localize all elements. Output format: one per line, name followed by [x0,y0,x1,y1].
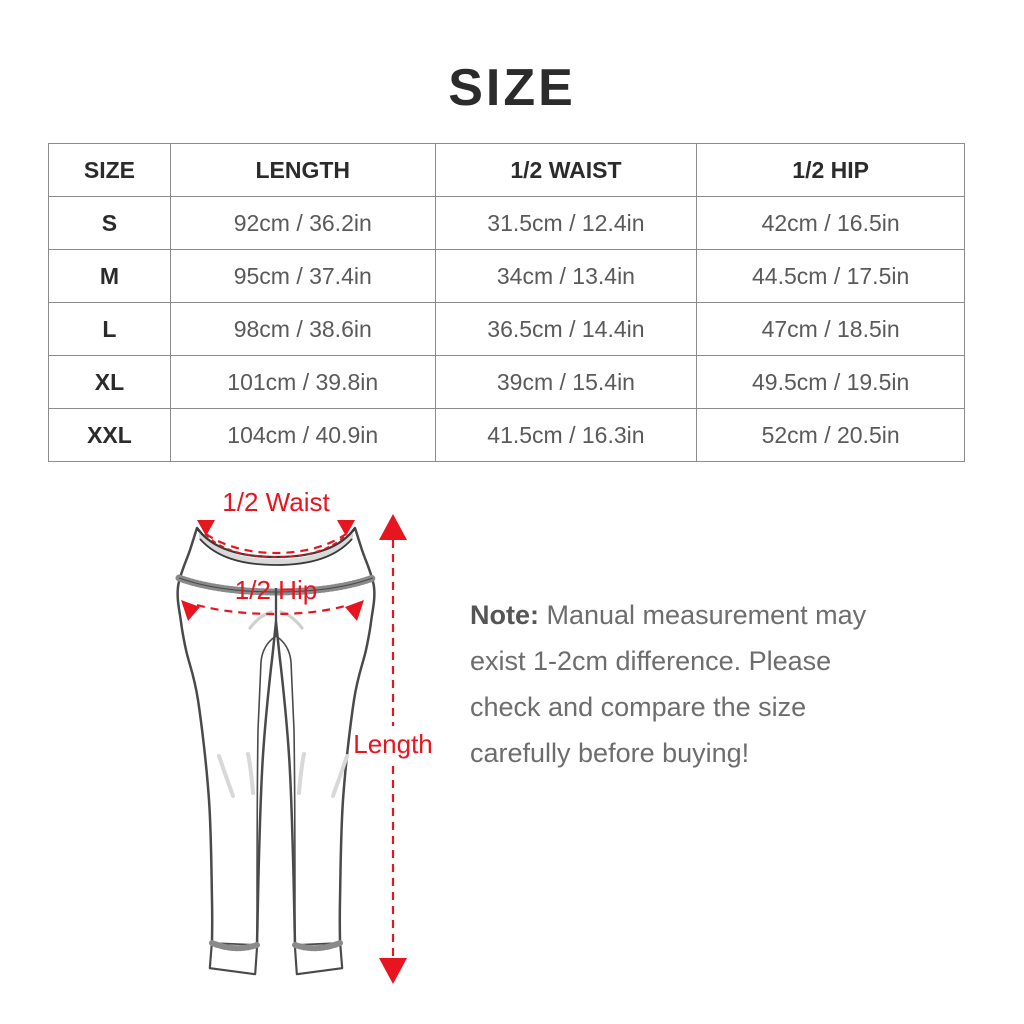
svg-text:Length: Length [353,729,433,759]
svg-text:1/2 Waist: 1/2 Waist [222,487,330,517]
svg-text:1/2 Hip: 1/2 Hip [235,575,317,605]
